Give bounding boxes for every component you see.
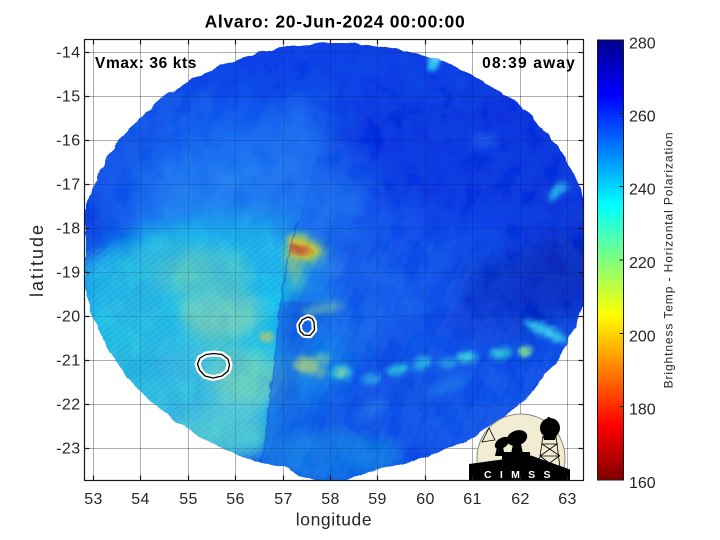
svg-text:53: 53 [84, 491, 103, 508]
svg-text:-23: -23 [56, 441, 80, 458]
svg-text:-22: -22 [56, 397, 80, 414]
svg-text:-19: -19 [56, 265, 80, 282]
svg-text:Vmax: 36 kts: Vmax: 36 kts [95, 55, 197, 72]
svg-text:57: 57 [274, 491, 293, 508]
svg-text:-16: -16 [56, 133, 80, 150]
svg-text:08:39 away: 08:39 away [482, 55, 576, 72]
svg-text:240: 240 [629, 182, 656, 199]
svg-text:260: 260 [629, 109, 656, 126]
svg-text:longitude: longitude [296, 510, 372, 530]
svg-text:180: 180 [629, 402, 656, 419]
svg-text:60: 60 [416, 491, 435, 508]
svg-text:280: 280 [629, 36, 656, 53]
svg-text:-17: -17 [56, 177, 80, 194]
svg-text:-15: -15 [56, 89, 80, 106]
svg-text:160: 160 [629, 475, 656, 492]
svg-text:Brightness Temp - Horizontal P: Brightness Temp - Horizontal Polarizatio… [662, 132, 676, 389]
svg-text:latitude: latitude [27, 223, 47, 297]
svg-text:63: 63 [558, 491, 577, 508]
svg-text:CIMSS: CIMSS [484, 469, 559, 481]
svg-text:Alvaro: 20-Jun-2024 00:00:00: Alvaro: 20-Jun-2024 00:00:00 [205, 12, 466, 32]
svg-text:54: 54 [131, 491, 150, 508]
svg-text:59: 59 [368, 491, 387, 508]
svg-text:56: 56 [226, 491, 245, 508]
svg-text:-20: -20 [56, 309, 80, 326]
svg-text:-21: -21 [56, 353, 80, 370]
svg-text:58: 58 [321, 491, 340, 508]
svg-text:55: 55 [179, 491, 198, 508]
svg-text:61: 61 [463, 491, 482, 508]
svg-text:220: 220 [629, 255, 656, 272]
svg-text:-18: -18 [56, 221, 80, 238]
svg-text:62: 62 [511, 491, 530, 508]
svg-text:200: 200 [629, 329, 656, 346]
svg-text:-14: -14 [56, 45, 80, 62]
